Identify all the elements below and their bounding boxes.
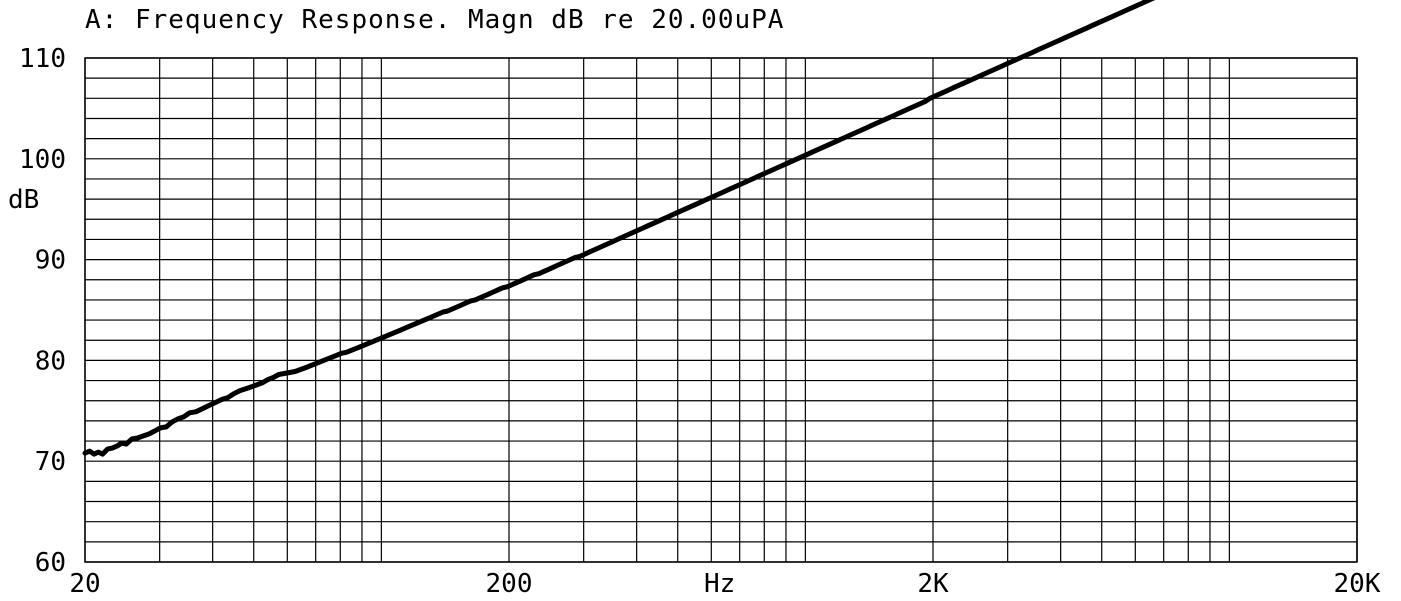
y-tick-label: 70 <box>35 447 66 477</box>
y-tick-labels: 110 100 90 80 70 60 <box>19 44 66 578</box>
y-tick-label: 80 <box>35 346 66 376</box>
y-axis-label: dB <box>8 185 39 215</box>
x-tick-label: 2K <box>917 569 949 599</box>
x-tick-label: 20K <box>1334 569 1381 599</box>
y-tick-label: 100 <box>19 145 66 175</box>
y-tick-label: 110 <box>19 44 66 74</box>
y-tick-label: 90 <box>35 246 66 276</box>
x-tick-label: 20 <box>69 569 100 599</box>
y-tick-label: 60 <box>35 548 66 578</box>
plot-grid <box>84 57 1358 563</box>
x-tick-labels: 20 200 2K 20K <box>69 569 1380 599</box>
series-layer <box>82 0 1156 457</box>
chart-title: A: Frequency Response. Magn dB re 20.00u… <box>85 5 784 35</box>
x-axis-label: Hz <box>704 569 735 599</box>
plot-frame <box>84 57 1358 563</box>
x-tick-label: 200 <box>486 569 533 599</box>
series-line <box>82 0 1156 457</box>
